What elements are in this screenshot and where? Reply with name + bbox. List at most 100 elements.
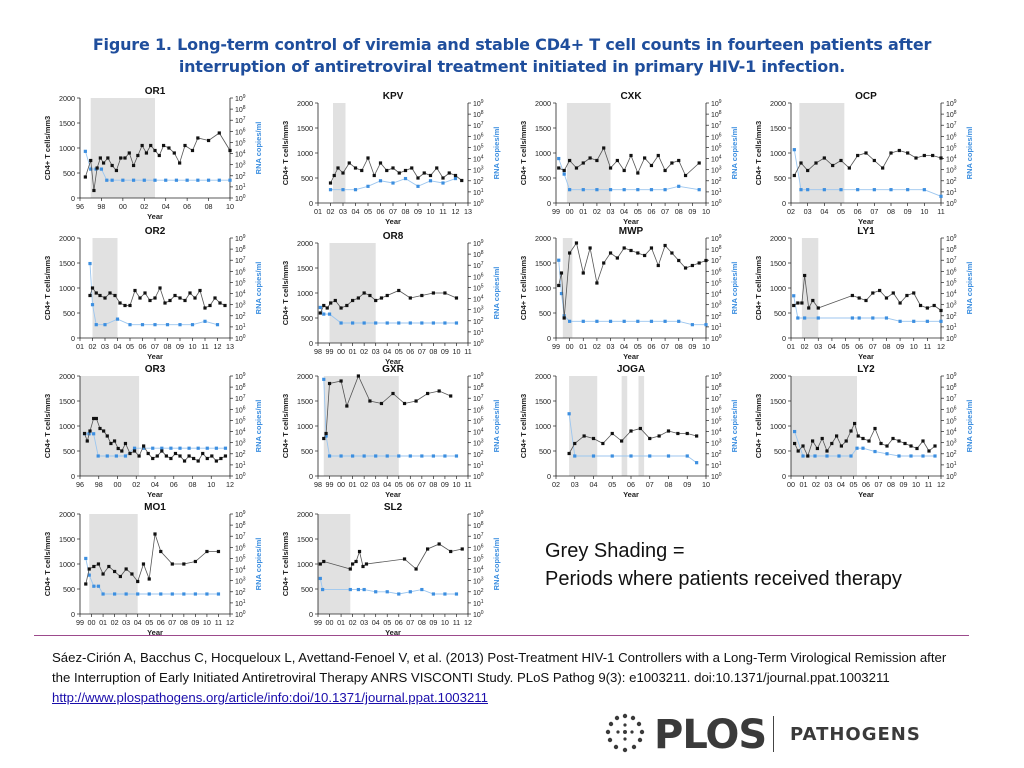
y-tick-label: 2000: [297, 99, 313, 108]
y2-tick-label: 100: [711, 199, 722, 208]
y2-tick-label: 107: [473, 394, 484, 403]
y2-tick-exponent: 3: [481, 439, 484, 445]
chart-panel-ly1: LY10500100015002000100101102103104105106…: [754, 226, 974, 361]
y2-axis-label: RNA copies/ml: [254, 122, 263, 175]
cd4-point: [95, 166, 99, 170]
cd4-point: [391, 391, 395, 396]
cd4-point: [210, 454, 214, 458]
rna-point: [441, 181, 445, 185]
rna-point: [909, 454, 913, 458]
rna-point: [420, 321, 424, 325]
rna-point: [391, 181, 395, 185]
cd4-point: [366, 156, 370, 160]
rna-point: [559, 291, 564, 296]
y2-tick-exponent: 1: [954, 188, 957, 194]
cd4-point: [164, 454, 168, 458]
y-tick-label: 1500: [535, 259, 551, 268]
cd4-point: [89, 158, 93, 163]
y2-tick-label: 107: [473, 261, 484, 270]
x-tick-label: 10: [702, 480, 710, 489]
rna-point: [872, 188, 876, 192]
y2-tick-label: 108: [473, 521, 484, 530]
cd4-point: [925, 306, 929, 310]
y2-tick-exponent: 2: [481, 588, 484, 594]
cd4-point: [90, 286, 95, 290]
x-tick-label: 06: [406, 480, 414, 489]
x-tick-label: 06: [377, 207, 385, 216]
y2-tick-exponent: 4: [481, 566, 484, 572]
y2-tick-label: 104: [235, 290, 246, 299]
y2-tick-exponent: 7: [719, 121, 722, 127]
cd4-point: [158, 286, 162, 290]
x-tick-label: 04: [620, 207, 628, 216]
y2-tick-label: 107: [946, 121, 957, 130]
rna-point: [170, 592, 174, 596]
cd4-point: [345, 303, 349, 308]
y2-tick-label: 109: [711, 372, 722, 381]
y2-tick-label: 104: [711, 428, 722, 437]
cd4-point: [676, 431, 680, 436]
rna-point: [101, 592, 105, 596]
x-tick-label: 99: [76, 618, 84, 627]
y-tick-label: 500: [539, 174, 551, 183]
cd4-point: [157, 153, 161, 158]
y2-tick-label: 100: [711, 472, 722, 481]
cd4-point: [884, 296, 889, 300]
rna-point: [397, 454, 401, 458]
y-tick-label: 1500: [59, 397, 75, 406]
x-tick-label: 06: [395, 618, 403, 627]
rna-point: [792, 294, 796, 298]
y2-tick-exponent: 0: [719, 334, 722, 340]
y-tick-label: 1000: [770, 422, 786, 431]
cd4-point: [123, 441, 128, 446]
y-axis-label: CD4+ T cells/mm3: [754, 256, 763, 320]
citation-link[interactable]: http://www.plospathogens.org/article/inf…: [52, 690, 488, 705]
x-tick-label: 02: [132, 480, 140, 489]
chart-title: OR1: [145, 86, 166, 97]
y2-tick-label: 109: [473, 99, 484, 108]
cd4-point: [170, 562, 174, 566]
y2-axis-label: RNA copies/ml: [965, 262, 974, 315]
y2-tick-label: 108: [235, 383, 246, 392]
cd4-point: [219, 456, 223, 461]
cd4-point: [113, 293, 117, 298]
cd4-point: [368, 399, 372, 403]
y2-tick-label: 105: [235, 416, 246, 425]
cd4-point: [800, 301, 804, 305]
y2-tick-exponent: 5: [243, 554, 246, 560]
rna-point: [573, 454, 577, 458]
y-tick-label: 1500: [297, 124, 313, 133]
y-tick-label: 0: [547, 334, 551, 343]
rna-point: [806, 188, 810, 192]
y2-tick-exponent: 0: [481, 472, 484, 478]
cd4-point: [103, 296, 107, 300]
figure-title: Figure 1. Long-term control of viremia a…: [92, 35, 932, 76]
x-tick-label: 10: [207, 480, 215, 489]
cd4-series-line: [323, 374, 451, 439]
cd4-point: [932, 303, 936, 308]
y2-tick-label: 106: [235, 267, 246, 276]
cd4-point: [939, 308, 943, 313]
y-tick-label: 0: [71, 334, 75, 343]
cd4-point: [602, 261, 606, 265]
y2-tick-exponent: 0: [954, 472, 957, 478]
therapy-shade: [562, 238, 573, 338]
cd4-point: [830, 441, 834, 446]
therapy-shade: [323, 376, 399, 476]
cd4-point: [850, 293, 854, 298]
y2-axis-label: RNA copies/ml: [254, 262, 263, 315]
cd4-point: [402, 401, 407, 406]
x-tick-label: 00: [337, 480, 345, 489]
cd4-point: [168, 298, 172, 303]
chart-panel-ocp: OCP0500100015002000100101102103104105106…: [754, 91, 974, 226]
cd4-point: [595, 158, 599, 163]
cd4-point: [182, 562, 186, 566]
rna-point: [581, 188, 585, 192]
cd4-point: [82, 431, 87, 436]
cd4-point: [208, 303, 212, 308]
rna-point: [803, 316, 807, 320]
cd4-point: [909, 444, 913, 448]
rna-point: [685, 454, 689, 458]
rna-point: [933, 454, 937, 458]
y-tick-label: 500: [63, 169, 75, 178]
